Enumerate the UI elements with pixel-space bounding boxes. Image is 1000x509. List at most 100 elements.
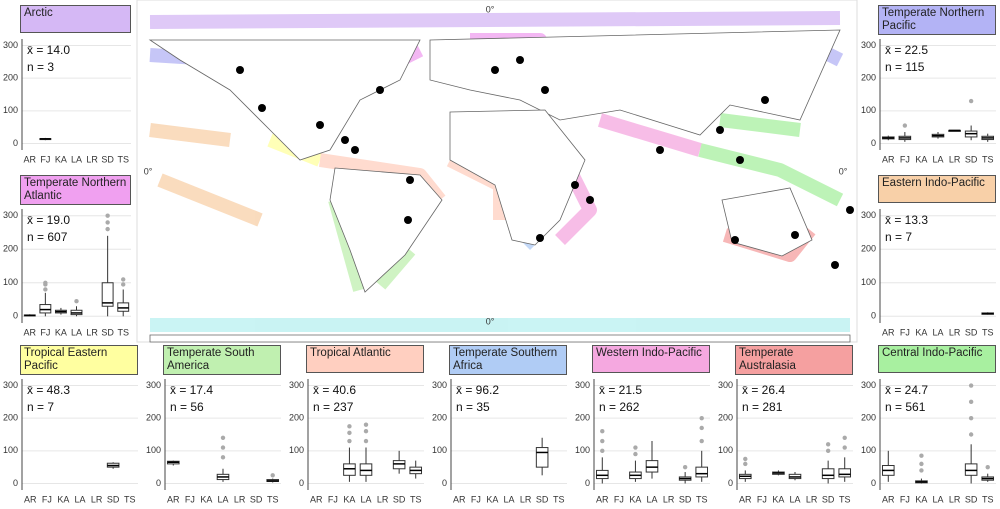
outlier bbox=[743, 461, 748, 467]
site bbox=[716, 126, 724, 134]
africa bbox=[449, 109, 586, 246]
y-tick-label: 0 bbox=[871, 311, 876, 321]
x-tick-label: AR bbox=[167, 494, 180, 504]
y-tick-label: 100 bbox=[861, 105, 876, 115]
x-tick-label: LA bbox=[217, 494, 228, 504]
x-tick-label: KA bbox=[200, 494, 212, 504]
continents bbox=[148, 29, 851, 343]
x-tick-label: SD bbox=[107, 494, 120, 504]
south-america bbox=[329, 167, 443, 293]
y-tick-label: 200 bbox=[861, 73, 876, 83]
y-tick-label: 100 bbox=[146, 445, 161, 455]
x-tick-label: SD bbox=[393, 494, 406, 504]
annotation: n = 56 bbox=[170, 400, 204, 414]
x-tick-label: LR bbox=[949, 154, 961, 164]
site bbox=[376, 86, 384, 94]
panel-title: Temperate Australasia bbox=[735, 345, 853, 375]
site bbox=[761, 96, 769, 104]
site bbox=[536, 234, 544, 242]
annotation: x̄ = 26.4 bbox=[742, 383, 785, 397]
x-tick-label: TS bbox=[839, 494, 851, 504]
x-tick-label: TS bbox=[696, 494, 708, 504]
box bbox=[695, 466, 709, 478]
box bbox=[595, 469, 609, 480]
x-tick-label: AR bbox=[882, 154, 895, 164]
panel: 0 100 200 300 AR FJ KA LA LR SD TS x̄ = 40.6 n = 237 bbox=[289, 379, 424, 504]
outlier bbox=[363, 422, 369, 427]
outlier bbox=[902, 123, 908, 128]
x-tick-label: KA bbox=[915, 154, 927, 164]
site bbox=[404, 216, 412, 224]
y-tick-label: 300 bbox=[3, 380, 18, 390]
north-america bbox=[148, 39, 421, 161]
x-tick-label: KA bbox=[55, 154, 67, 164]
x-tick-label: KA bbox=[915, 494, 927, 504]
outlier bbox=[600, 448, 605, 454]
y-tick-label: 300 bbox=[3, 40, 18, 50]
outlier bbox=[105, 220, 110, 225]
y-tick-label: 0 bbox=[13, 138, 18, 148]
x-tick-label: LR bbox=[520, 494, 532, 504]
outlier bbox=[699, 425, 704, 431]
site bbox=[351, 146, 359, 154]
panel-title: Temperate Northern Pacific bbox=[878, 5, 996, 35]
annotation: x̄ = 19.0 bbox=[27, 213, 70, 227]
y-tick-label: 200 bbox=[575, 413, 590, 423]
x-tick-label: TS bbox=[982, 327, 994, 337]
outlier bbox=[270, 473, 275, 478]
site bbox=[516, 56, 524, 64]
site bbox=[586, 196, 594, 204]
outlier bbox=[743, 456, 748, 462]
x-tick-label: LA bbox=[932, 327, 943, 337]
outlier bbox=[825, 448, 831, 454]
y-tick-label: 200 bbox=[3, 73, 18, 83]
y-tick-label: 0 bbox=[299, 478, 304, 488]
annotation: n = 237 bbox=[313, 400, 354, 414]
y-tick-label: 100 bbox=[3, 105, 18, 115]
y-tick-label: 100 bbox=[289, 445, 304, 455]
x-tick-label: FJ bbox=[757, 494, 767, 504]
x-tick-label: LA bbox=[71, 327, 82, 337]
panel: 0 100 200 300 AR FJ KA LA LR SD TS x̄ = 96.2 n = 35 bbox=[432, 379, 567, 504]
y-tick-label: 200 bbox=[718, 413, 733, 423]
outlier bbox=[347, 438, 352, 444]
x-tick-label: LR bbox=[949, 327, 961, 337]
y-tick-label: 200 bbox=[3, 244, 18, 254]
x-tick-label: LA bbox=[789, 494, 800, 504]
panel-title: Temperate Southern Africa bbox=[449, 345, 567, 375]
site bbox=[406, 176, 414, 184]
site bbox=[846, 206, 854, 214]
site bbox=[491, 66, 499, 74]
outlier bbox=[105, 226, 110, 232]
panel: 0 100 200 300 AR FJ KA LA LR SD TS x̄ = 48.3 n = 7 bbox=[3, 379, 138, 504]
y-tick-label: 0 bbox=[13, 311, 18, 321]
x-tick-label: KA bbox=[55, 327, 67, 337]
x-tick-label: TS bbox=[267, 494, 279, 504]
x-tick-label: FJ bbox=[42, 494, 52, 504]
x-tick-label: KA bbox=[486, 494, 498, 504]
outlier bbox=[600, 438, 605, 444]
x-tick-label: KA bbox=[915, 327, 927, 337]
y-tick-label: 300 bbox=[146, 380, 161, 390]
panel: 0 100 200 300 AR FJ KA LA LR SD TS x̄ = 22.5 n = 115 bbox=[861, 39, 996, 164]
box bbox=[821, 468, 835, 480]
y-tick-label: 200 bbox=[861, 413, 876, 423]
x-tick-label: FJ bbox=[185, 494, 195, 504]
x-tick-label: LR bbox=[663, 494, 675, 504]
x-tick-label: LR bbox=[234, 494, 246, 504]
x-tick-label: LA bbox=[360, 494, 371, 504]
panel-title: Tropical Eastern Pacific bbox=[20, 345, 138, 375]
y-tick-label: 100 bbox=[861, 277, 876, 287]
outlier bbox=[985, 464, 990, 470]
x-tick-label: SD bbox=[536, 494, 549, 504]
panel: 0 100 200 300 AR FJ KA LA LR SD TS x̄ = 24.7 n = 561 bbox=[861, 379, 996, 504]
panel-title: Central Indo-Pacific bbox=[878, 345, 996, 373]
x-tick-label: SD bbox=[101, 327, 114, 337]
y-tick-label: 100 bbox=[3, 277, 18, 287]
box bbox=[838, 468, 852, 478]
x-tick-label: LA bbox=[503, 494, 514, 504]
x-tick-label: FJ bbox=[900, 154, 910, 164]
site bbox=[656, 146, 664, 154]
x-tick-label: SD bbox=[965, 494, 978, 504]
box bbox=[359, 463, 373, 476]
